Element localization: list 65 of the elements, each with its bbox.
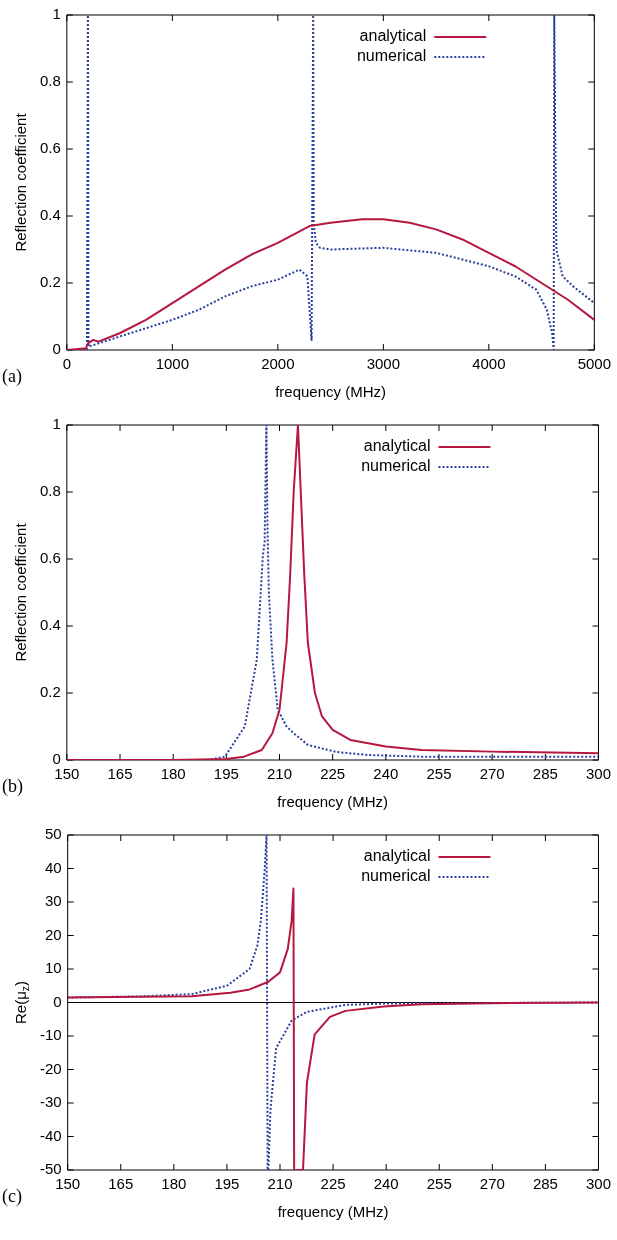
text: (c) — [2, 1185, 22, 1207]
x-tick-label: 3000 — [366, 355, 401, 373]
y-tick-label: 0.4 — [39, 206, 61, 224]
y-tick-label: 1 — [52, 5, 61, 23]
y-tick-label: -10 — [39, 1026, 62, 1044]
y-tick-label: 30 — [44, 892, 62, 910]
x-tick-label: 180 — [160, 765, 186, 783]
y-tick-label: 0.2 — [39, 273, 61, 291]
x-tick-label: 2000 — [261, 355, 295, 373]
x-tick-label: 210 — [266, 765, 293, 783]
x-tick-label: 270 — [479, 1175, 505, 1193]
x-tick-label: 240 — [373, 765, 399, 783]
x-axis-title: frequency (MHz) — [277, 1203, 389, 1221]
x-tick-label: 255 — [426, 765, 452, 783]
legend-label: analytical — [363, 437, 431, 455]
x-tick-label: 4000 — [472, 355, 506, 373]
y-tick-label: 40 — [44, 858, 62, 876]
y-axis-title: Reflection coefficient — [12, 522, 30, 662]
x-tick-label: 165 — [108, 1175, 134, 1193]
x-tick-label: 150 — [54, 765, 80, 783]
x-tick-label: 225 — [320, 765, 346, 783]
x-tick-label: 180 — [161, 1175, 187, 1193]
x-tick-label: 1000 — [155, 355, 190, 373]
x-axis-title: frequency (MHz) — [275, 383, 387, 401]
x-tick-label: 285 — [532, 1175, 558, 1193]
y-axis-title: Reflection coefficient — [12, 112, 30, 252]
x-tick-label: 300 — [585, 765, 611, 783]
x-tick-label: 165 — [107, 765, 133, 783]
y-tick-label: 50 — [44, 825, 62, 843]
legend-label: numerical — [356, 47, 427, 65]
y-tick-label: 0.6 — [39, 549, 61, 567]
y-tick-label: 0 — [52, 750, 61, 768]
y-tick-label: 0.8 — [39, 482, 61, 500]
y-tick-label: -50 — [39, 1160, 62, 1178]
y-tick-label: 1 — [52, 415, 61, 433]
y-tick-label: -30 — [39, 1093, 62, 1111]
x-tick-label: 225 — [320, 1175, 346, 1193]
x-tick-label: 5000 — [577, 355, 611, 373]
y-tick-label: 0 — [52, 340, 61, 358]
y-tick-label: -20 — [39, 1059, 62, 1077]
y-tick-label: 0.6 — [39, 139, 61, 157]
text: (b) — [2, 775, 23, 797]
x-tick-label: 240 — [373, 1175, 399, 1193]
y-tick-label: 10 — [44, 959, 62, 977]
legend-label: analytical — [359, 27, 427, 45]
y-tick-label: 0.4 — [39, 616, 61, 634]
y-tick-label: -40 — [39, 1126, 62, 1144]
y-tick-label: 0.8 — [39, 72, 61, 90]
x-tick-label: 210 — [267, 1175, 293, 1193]
text: (a) — [2, 365, 22, 387]
legend-label: analytical — [363, 847, 431, 865]
x-tick-label: 255 — [426, 1175, 452, 1193]
y-axis-title: Re(μz) — [12, 980, 32, 1025]
y-tick-label: 0 — [53, 992, 62, 1010]
x-tick-label: 195 — [213, 765, 239, 783]
x-tick-label: 150 — [55, 1175, 81, 1193]
x-axis-title: frequency (MHz) — [277, 793, 389, 811]
x-tick-label: 300 — [585, 1175, 611, 1193]
x-tick-label: 285 — [532, 765, 558, 783]
x-tick-label: 195 — [214, 1175, 240, 1193]
y-tick-label: 0.2 — [39, 683, 61, 701]
y-tick-label: 20 — [44, 925, 62, 943]
legend-label: numerical — [361, 457, 431, 475]
legend-label: numerical — [361, 867, 431, 885]
x-tick-label: 270 — [479, 765, 505, 783]
